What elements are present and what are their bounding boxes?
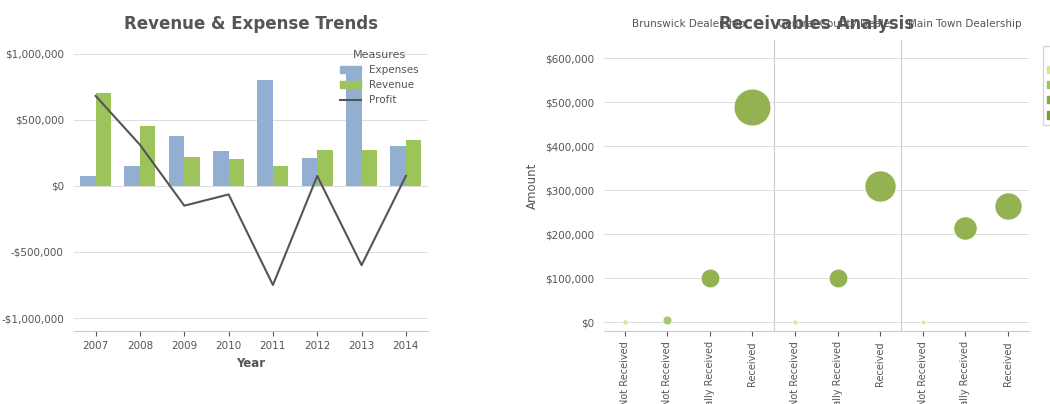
Point	[786, 319, 803, 325]
Title: Receivables Analysis: Receivables Analysis	[718, 15, 914, 33]
Bar	[96, 93, 111, 186]
Legend: Not Rec.., Not Rec.., Partiall.., Receive..: Not Rec.., Not Rec.., Partiall.., Receiv…	[1043, 46, 1050, 125]
Bar	[140, 126, 155, 186]
Point	[872, 183, 888, 189]
Point	[957, 225, 973, 231]
Bar	[273, 166, 289, 186]
Text: Main Town Dealership: Main Town Dealership	[908, 19, 1022, 29]
Bar	[229, 160, 244, 186]
Y-axis label: Amount: Amount	[526, 163, 539, 209]
Point	[915, 319, 931, 325]
Point	[744, 103, 761, 110]
Point	[659, 317, 676, 324]
Point	[701, 275, 718, 282]
Point	[830, 275, 846, 282]
Bar	[301, 158, 317, 186]
Bar	[213, 152, 229, 186]
Bar	[80, 176, 96, 186]
Bar	[185, 157, 200, 186]
Title: Revenue & Expense Trends: Revenue & Expense Trends	[124, 15, 378, 33]
Bar	[169, 136, 185, 186]
Point	[616, 318, 633, 325]
Bar	[257, 80, 273, 186]
Bar	[406, 140, 421, 186]
Point	[1000, 202, 1016, 209]
Legend: Expenses, Revenue, Profit: Expenses, Revenue, Profit	[336, 46, 423, 109]
Text: Central County Deale..: Central County Deale..	[778, 19, 897, 29]
Text: Brunswick Dealership: Brunswick Dealership	[632, 19, 746, 29]
Bar	[346, 70, 361, 186]
Bar	[317, 150, 333, 186]
Bar	[361, 150, 377, 186]
X-axis label: Year: Year	[236, 357, 266, 370]
Bar	[125, 166, 140, 186]
Bar	[391, 146, 406, 186]
